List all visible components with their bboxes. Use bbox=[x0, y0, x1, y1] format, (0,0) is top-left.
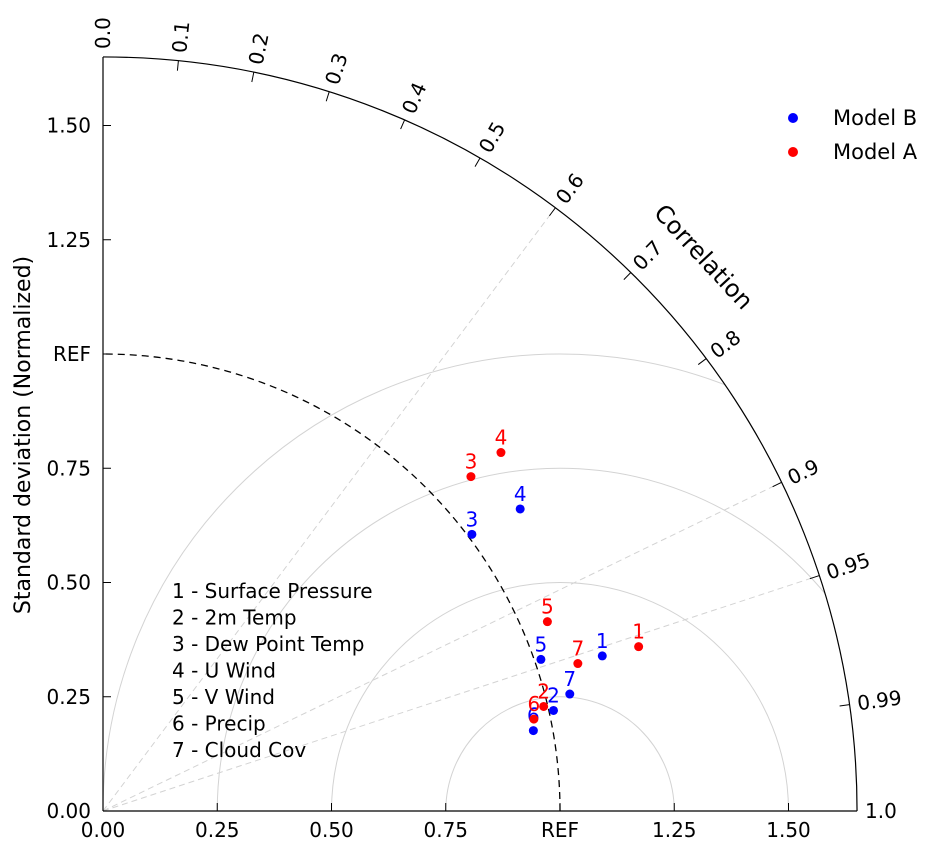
variable-key-item-2: 2 - 2m Temp bbox=[172, 606, 297, 630]
correlation-tick-label-9: 0.9 bbox=[784, 454, 823, 489]
correlation-tick-mark-10 bbox=[809, 575, 820, 580]
rms-contour-3 bbox=[216, 467, 858, 811]
point-model-b-2 bbox=[548, 705, 558, 715]
correlation-tick-mark-1 bbox=[176, 60, 179, 71]
y-axis-ticks: 0.00 0.25 0.50 0.75 REF 1.25 1.50 bbox=[46, 114, 111, 823]
x-tick-label-6: 1.50 bbox=[766, 818, 811, 842]
correlation-tick-mark-3 bbox=[325, 91, 330, 102]
point-label-model-a-3: 3 bbox=[465, 450, 478, 474]
correlation-tick-label-4: 0.4 bbox=[397, 79, 432, 118]
point-model-b-1 bbox=[597, 651, 607, 661]
point-model-a-1 bbox=[634, 642, 644, 652]
point-label-model-a-2: 2 bbox=[537, 679, 550, 703]
correlation-gridline-3 bbox=[102, 575, 820, 812]
point-label-model-a-5: 5 bbox=[541, 595, 554, 619]
correlation-tick-label-5: 0.5 bbox=[474, 117, 511, 157]
variable-key-item-7: 7 - Cloud Cov bbox=[172, 738, 306, 762]
rms-contour-2 bbox=[331, 582, 789, 811]
point-model-a-3 bbox=[466, 472, 476, 482]
point-model-a-7 bbox=[573, 659, 583, 669]
correlation-tick-mark-6 bbox=[549, 207, 556, 217]
variable-key-item-1: 1 - Surface Pressure bbox=[172, 579, 373, 603]
correlation-tick-mark-2 bbox=[251, 72, 255, 83]
variable-key-item-4: 4 - U Wind bbox=[172, 659, 276, 683]
x-tick-label-4: REF bbox=[541, 818, 579, 842]
y-tick-label-3: 0.75 bbox=[46, 456, 91, 480]
correlation-tick-mark-7 bbox=[623, 272, 632, 280]
point-label-model-b-7: 7 bbox=[563, 667, 576, 691]
point-model-b-5 bbox=[536, 654, 546, 664]
correlation-tick-label-10: 0.95 bbox=[823, 548, 873, 585]
point-label-model-b-5: 5 bbox=[535, 632, 548, 656]
x-tick-label-5: 1.25 bbox=[652, 818, 697, 842]
x-tick-label-1: 0.25 bbox=[195, 818, 240, 842]
correlation-tick-label-11: 0.99 bbox=[856, 685, 903, 715]
correlation-tick-label-12: 1.0 bbox=[865, 799, 897, 823]
correlation-tick-label-0: 0.0 bbox=[91, 17, 115, 49]
point-model-b-6 bbox=[528, 726, 538, 736]
legend-marker-2 bbox=[788, 147, 798, 157]
y-axis-label: Standard deviation (Normalized) bbox=[11, 256, 36, 614]
correlation-gridlines bbox=[102, 207, 820, 812]
x-tick-label-0: 0.00 bbox=[81, 818, 126, 842]
correlation-tick-label-6: 0.6 bbox=[551, 169, 589, 209]
point-model-a-6 bbox=[529, 714, 539, 724]
variable-key-item-3: 3 - Dew Point Temp bbox=[172, 632, 364, 656]
correlation-tick-mark-5 bbox=[474, 157, 481, 167]
y-tick-label-0: 0.00 bbox=[46, 799, 91, 823]
outer-arc bbox=[102, 56, 858, 812]
y-tick-label-4: REF bbox=[53, 342, 91, 366]
point-model-b-7 bbox=[565, 689, 575, 699]
legend-marker-1 bbox=[788, 113, 798, 123]
y-tick-label-1: 0.25 bbox=[46, 685, 91, 709]
point-label-model-a-4: 4 bbox=[495, 426, 508, 450]
correlation-axis-label: Correlation bbox=[648, 199, 758, 315]
point-label-model-b-4: 4 bbox=[514, 482, 527, 506]
correlation-tick-label-2: 0.2 bbox=[244, 31, 274, 67]
variable-key-item-5: 5 - V Wind bbox=[172, 685, 275, 709]
point-model-a-5 bbox=[542, 617, 552, 627]
correlation-tick-label-1: 0.1 bbox=[167, 20, 194, 54]
point-model-b-3 bbox=[467, 529, 477, 539]
y-tick-label-5: 1.25 bbox=[46, 228, 91, 252]
correlation-gridline-2 bbox=[102, 481, 782, 812]
variable-key-item-6: 6 - Precip bbox=[172, 712, 266, 736]
point-model-b-4 bbox=[515, 504, 525, 514]
y-tick-label-6: 1.50 bbox=[46, 114, 91, 138]
legend-label-2: Model A bbox=[833, 140, 918, 164]
correlation-tick-label-8: 0.8 bbox=[705, 325, 745, 363]
x-tick-label-3: 0.75 bbox=[423, 818, 468, 842]
point-model-a-4 bbox=[496, 448, 506, 458]
correlation-tick-mark-4 bbox=[400, 119, 406, 130]
point-label-model-b-1: 1 bbox=[596, 629, 609, 653]
point-label-model-a-7: 7 bbox=[571, 637, 584, 661]
y-tick-label-2: 0.50 bbox=[46, 571, 91, 595]
rms-contours bbox=[103, 353, 858, 811]
data-points: 12345671234567 bbox=[465, 426, 645, 736]
rms-contour-1 bbox=[445, 696, 675, 811]
correlation-tick-mark-8 bbox=[697, 358, 707, 365]
point-label-model-b-3: 3 bbox=[466, 507, 479, 531]
point-model-a-2 bbox=[539, 701, 549, 711]
plot-frame: Standard deviation (Normalized) bbox=[11, 56, 858, 812]
point-label-model-a-6: 6 bbox=[527, 692, 540, 716]
legend: Model B Model A bbox=[788, 106, 918, 164]
point-label-model-a-1: 1 bbox=[632, 620, 645, 644]
x-tick-label-2: 0.50 bbox=[309, 818, 354, 842]
legend-label-1: Model B bbox=[833, 106, 917, 130]
x-axis-ticks: 0.00 0.25 0.50 0.75 REF 1.25 1.50 bbox=[81, 803, 811, 842]
correlation-tick-mark-9 bbox=[772, 481, 782, 488]
correlation-tick-label-3: 0.3 bbox=[320, 50, 352, 88]
rms-contour-4 bbox=[103, 353, 858, 811]
correlation-gridline-1 bbox=[102, 207, 556, 812]
correlation-tick-mark-11 bbox=[839, 704, 850, 707]
point-label-model-b-2: 2 bbox=[547, 683, 560, 707]
correlation-tick-label-7: 0.7 bbox=[628, 236, 667, 276]
